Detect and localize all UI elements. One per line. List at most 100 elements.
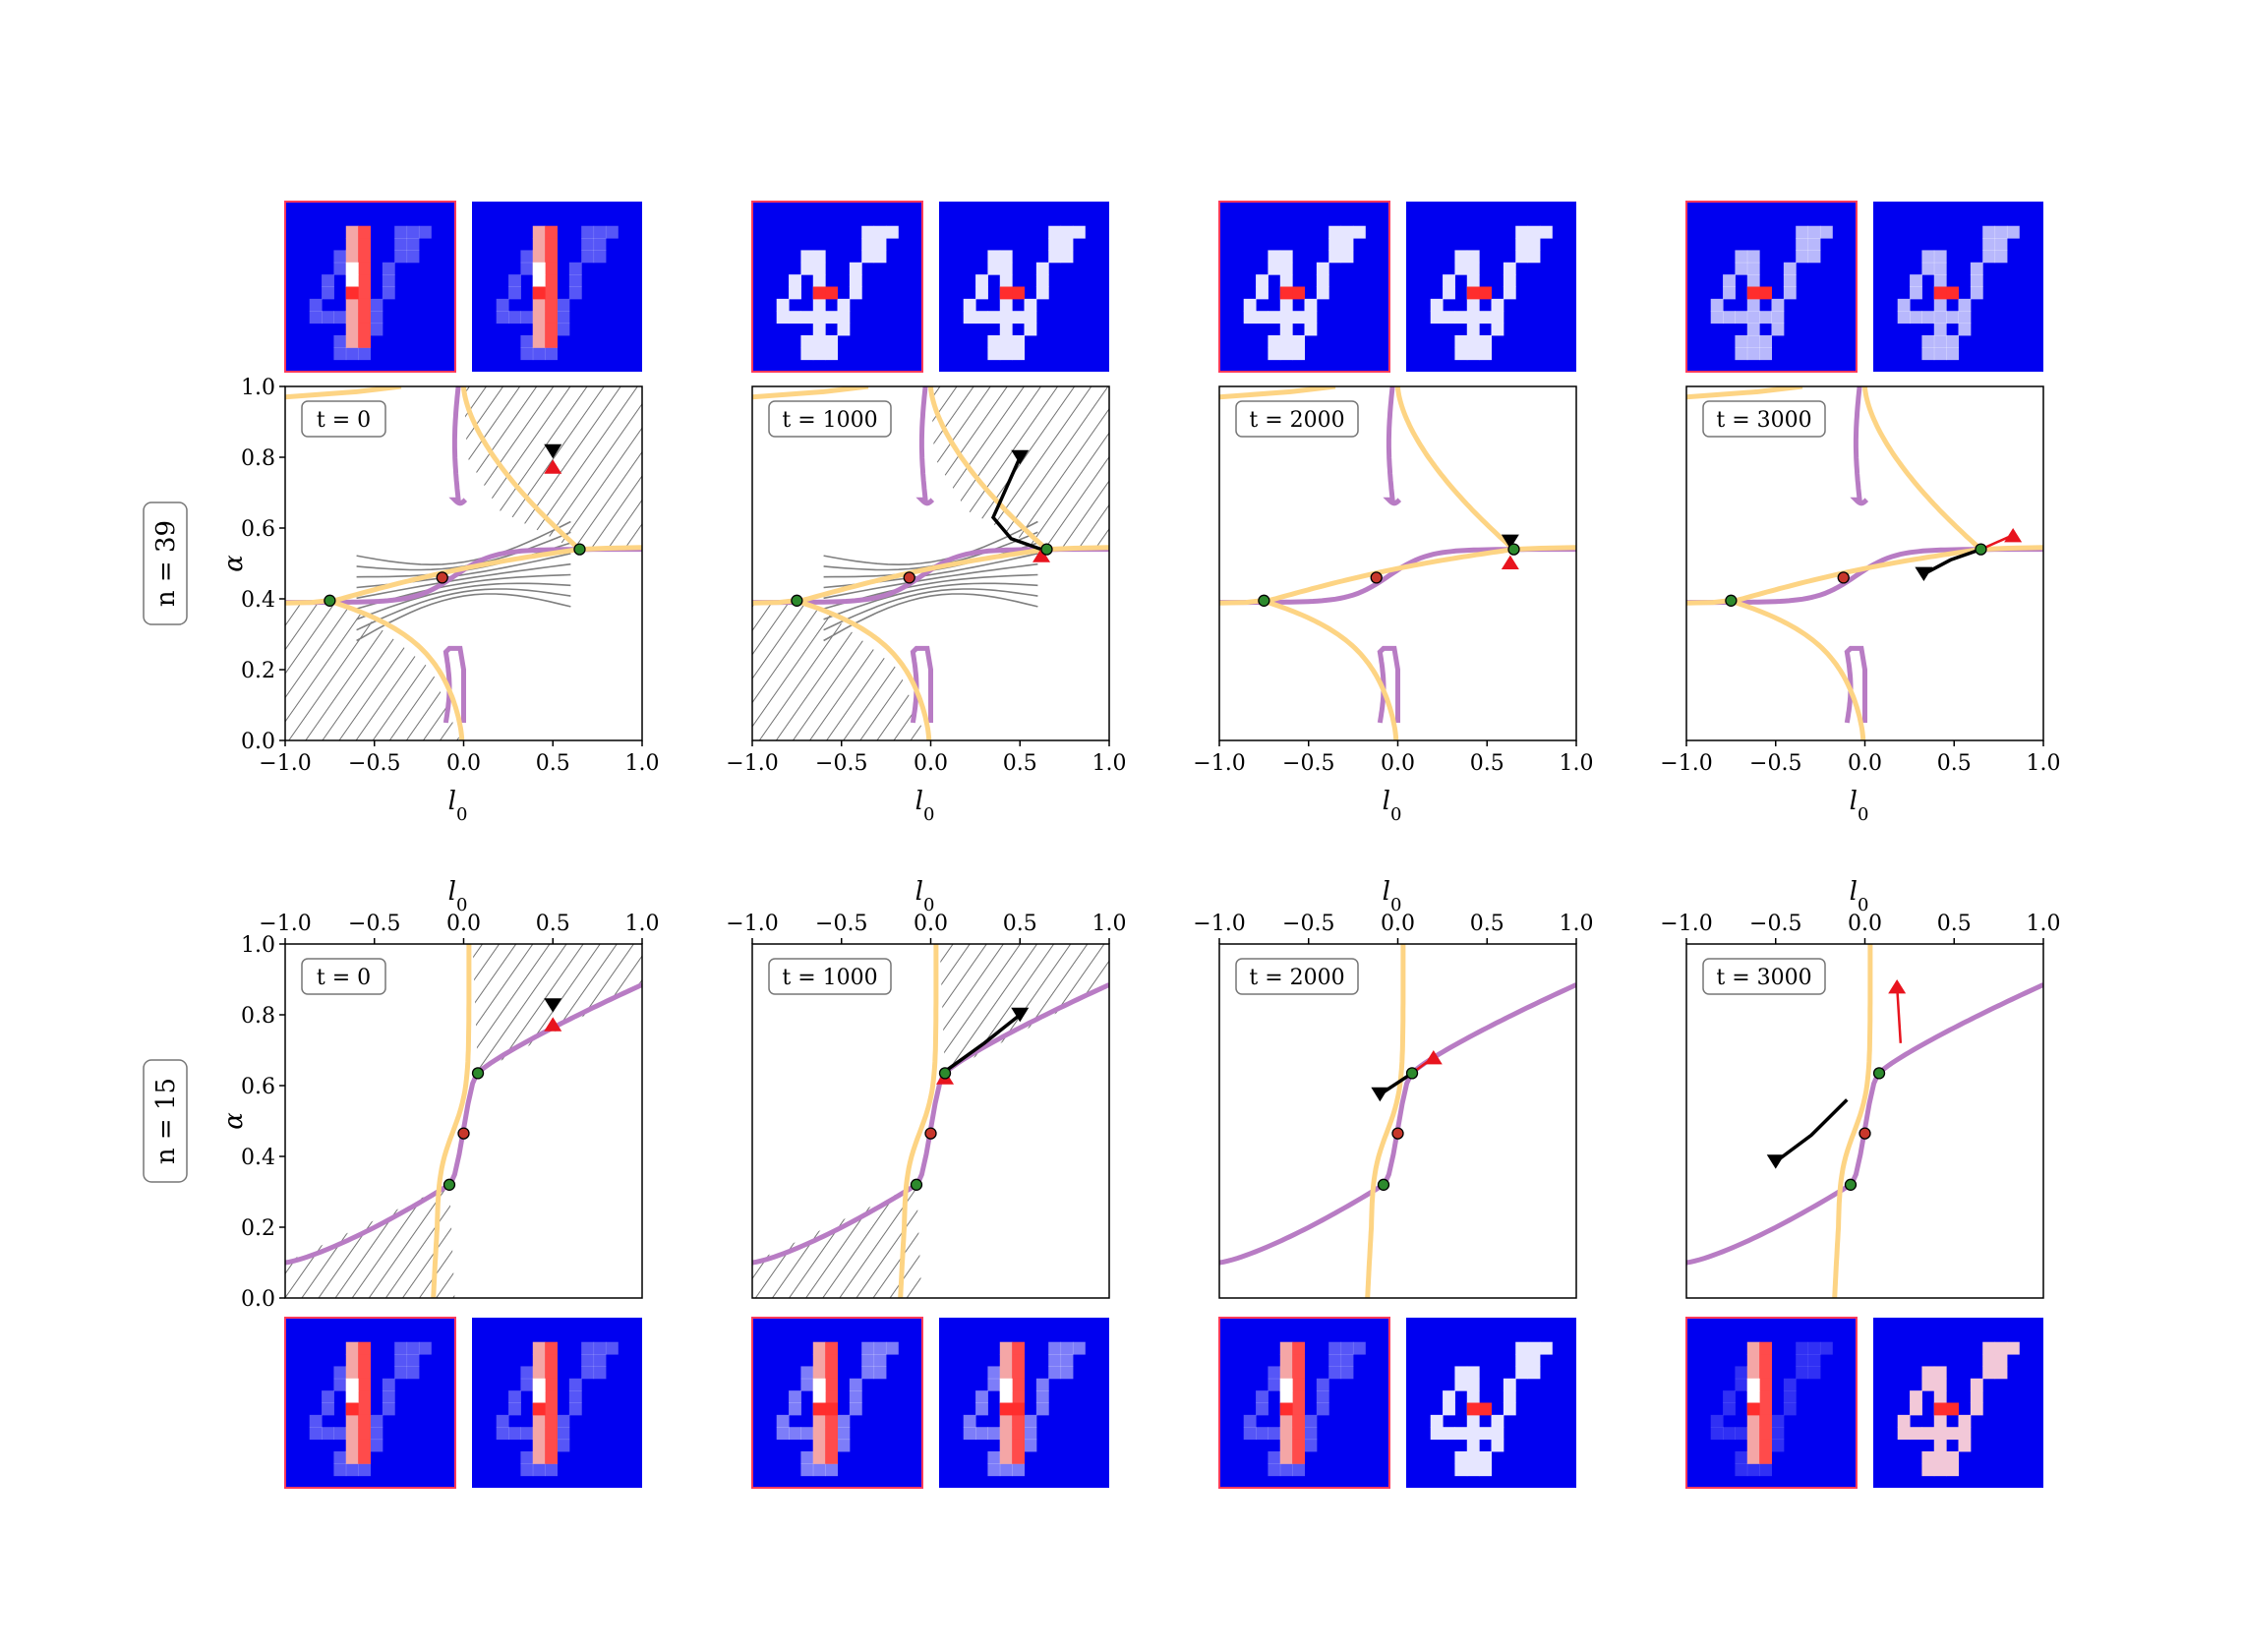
thumb-pixel [1539,225,1553,239]
thumb-pixel [1340,238,1354,251]
thumb-pixel [406,1341,420,1355]
thumb-pixel [1466,323,1480,336]
trajectory-start-marker [1011,1007,1030,1023]
thumb-pixel [1292,286,1305,300]
thumb-pixel [1503,286,1516,300]
thumb-pixel [1352,225,1366,239]
plot-area [1686,944,2043,1298]
thumb-pixel [545,262,558,275]
thumb-pixel [1746,323,1760,336]
x-tick-label: 0.0 [446,751,481,776]
thumb-pixel [1316,274,1329,287]
thumb-pixel [1735,311,1748,324]
thumb-pixel [358,1378,371,1391]
digit-4-heatmap-icon [1873,202,2043,372]
thumb-pixel [1759,1414,1772,1428]
thumb-pixel [849,1378,862,1391]
thumb-pixel [545,1366,558,1380]
thumb-pixel [1946,1402,1959,1416]
thumb-pixel [322,286,334,300]
thumb-pixel [800,262,814,275]
thumb-pixel [508,1427,521,1441]
x-tick-label: −1.0 [259,912,311,936]
thumb-pixel [1933,1378,1947,1391]
thumb-pixel [1933,334,1947,348]
thumb-pixel [999,1463,1013,1477]
thumb-pixel [568,286,582,300]
thumb-pixel [1256,311,1268,324]
thumb-pixel [394,225,408,239]
thumb-pixel [1048,250,1062,264]
thumb-pixel [800,1463,814,1477]
thumb-pixel [532,225,546,239]
thumb-pixel [1024,1427,1037,1441]
y-tick-label: 0.4 [241,1146,275,1170]
thumb-pixel [1946,1463,1959,1477]
thumb-pixel [1454,347,1468,361]
thumb-pixel [1012,347,1025,361]
thumb-pixel [1268,1378,1281,1391]
thumb-pixel [1710,1427,1724,1441]
orange-nullcline [1832,944,1873,1298]
thumb-pixel [1921,250,1935,264]
plot-area [285,386,642,740]
y-tick-label: 1.0 [241,376,275,400]
thumb-pixel [1946,334,1959,348]
thumb-pixel [1279,1366,1293,1380]
thumb-pixel [1012,1390,1025,1403]
thumb-pixel [963,1427,976,1441]
thumb-pixel [861,1366,875,1380]
thumb-pixel [1933,311,1947,324]
thumb-pixel [800,347,814,361]
time-label-box [301,958,386,995]
streamline [356,562,571,600]
x-tick-label: 1.0 [1560,751,1594,776]
thumb-pixel [1515,1341,1529,1355]
purple-nullcline [1686,547,2043,606]
thumb-pixel [825,334,838,348]
thumb-pixel [358,225,371,239]
thumb-pixel [1746,262,1760,275]
thumb-pixel [545,1414,558,1428]
thumb-pixel [345,1414,359,1428]
thumb-pixel [557,1439,570,1452]
thumb-pixel [975,1402,988,1416]
thumb-pixel [1933,1463,1947,1477]
thumb-pixel [532,1450,546,1464]
thumb-pixel [1012,1463,1025,1477]
trajectory-start-marker [1766,1154,1785,1169]
thumb-pixel [358,238,371,251]
thumb-pixel [1994,1341,2008,1355]
x-tick-label: −0.5 [1749,751,1801,776]
thumb-pixel [849,1390,862,1403]
x-tick-label: 1.0 [625,912,660,936]
thumb-pixel [825,286,838,300]
thumb-pixel [1048,1354,1062,1367]
x-tick-label: −1.0 [1193,751,1245,776]
thumb-pixel [1958,298,1972,312]
thumb-pixel [1796,1366,1809,1380]
thumb-pixel [1035,1390,1049,1403]
thumb-pixel [1466,1450,1480,1464]
panel-r1-c3: t = 3000 −1.0 −0.5 0.0 0.5 1.0 l0 [1660,877,2061,1299]
plot-area [1219,944,1576,1298]
thumb-pixel [545,298,558,312]
thumb-pixel [1012,1402,1025,1416]
stable-fixed-point [471,1067,485,1080]
thumb-pixel [1268,1463,1281,1477]
thumb-pixel [1454,1427,1468,1441]
thumb-pixel [1819,225,1833,239]
thumb-pixel [1746,250,1760,264]
thumb-pixel [999,1341,1013,1355]
thumb-pixel [1048,238,1062,251]
thumb-pixel [1024,323,1037,336]
stable-fixed-point [1725,594,1738,607]
y-tick-label: 0.2 [241,1216,275,1241]
thumb-pixel [1024,298,1037,312]
x-tick-label: −1.0 [259,751,311,776]
thumb-pixel [825,1402,838,1416]
trajectory-start-marker [1011,449,1030,465]
thumb-pixel [1466,1390,1480,1403]
thumb-pixel [1279,1402,1293,1416]
row-label-text: n = 15 [151,1078,181,1164]
